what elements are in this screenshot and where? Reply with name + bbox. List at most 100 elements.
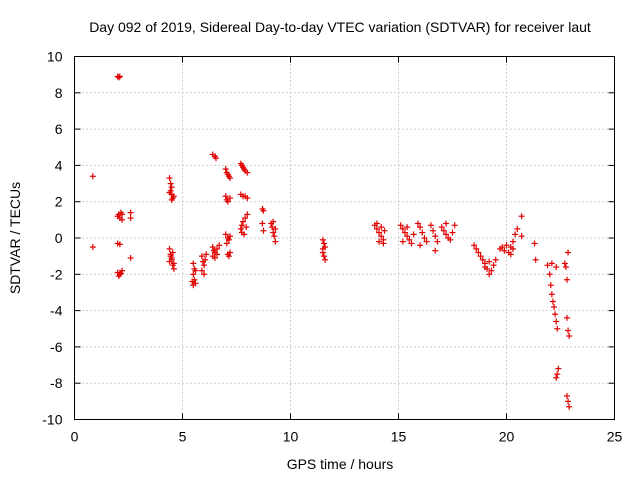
data-point: [227, 175, 234, 182]
data-point: [486, 271, 493, 278]
data-point: [401, 229, 408, 236]
y-axis-label: SDTVAR / TECUs: [7, 182, 23, 294]
x-tick-label: 10: [283, 429, 299, 445]
data-point: [244, 195, 251, 202]
data-point: [198, 267, 205, 274]
y-tick-label: 10: [47, 49, 63, 65]
data-point: [546, 271, 553, 278]
data-point: [320, 253, 327, 260]
data-point: [552, 311, 559, 318]
data-point: [563, 392, 570, 399]
data-point: [116, 271, 123, 278]
data-point: [116, 241, 123, 248]
data-point: [260, 207, 267, 214]
data-point: [170, 265, 177, 272]
data-point: [169, 249, 176, 256]
data-point: [430, 227, 437, 234]
data-point: [512, 231, 519, 238]
y-tick-label: -8: [50, 375, 63, 391]
data-point: [490, 262, 497, 269]
chart-title: Day 092 of 2019, Sidereal Day-to-day VTE…: [89, 19, 591, 35]
data-point: [492, 256, 499, 263]
data-point: [201, 262, 208, 269]
data-point: [202, 256, 209, 263]
data-point: [119, 267, 126, 274]
data-point: [421, 235, 428, 241]
data-point: [548, 260, 555, 267]
data-point: [443, 220, 450, 227]
data-point: [481, 264, 488, 271]
data-point: [406, 236, 413, 243]
data-point: [191, 276, 198, 283]
data-point: [509, 238, 516, 245]
x-tick-label: 15: [391, 429, 407, 445]
data-point: [419, 229, 426, 236]
data-point: [119, 211, 126, 218]
data-point: [242, 215, 249, 222]
data-point: [514, 225, 521, 232]
data-point: [115, 74, 122, 81]
data-point: [565, 327, 572, 334]
data-point: [89, 244, 96, 251]
data-point: [544, 262, 551, 269]
data-point: [198, 253, 205, 260]
data-point: [397, 222, 404, 229]
data-point: [555, 365, 562, 372]
data-point: [270, 218, 277, 225]
data-point: [166, 245, 173, 252]
data-point: [563, 314, 570, 321]
data-point: [319, 236, 326, 243]
data-point: [241, 231, 248, 238]
data-point: [551, 303, 558, 310]
data-point: [399, 225, 406, 232]
data-point: [378, 233, 385, 240]
data-point: [222, 193, 229, 200]
data-point: [214, 251, 221, 258]
data-point: [271, 233, 278, 240]
data-point: [499, 244, 506, 251]
data-point: [89, 173, 96, 180]
data-point: [549, 298, 556, 305]
data-point: [434, 238, 441, 245]
data-point: [408, 240, 415, 247]
y-tick-label: 6: [55, 121, 63, 137]
data-point: [477, 253, 484, 260]
data-point: [451, 222, 458, 229]
data-point: [170, 193, 177, 200]
data-series: [89, 73, 573, 410]
data-point: [222, 231, 229, 238]
y-tick-label: -4: [50, 303, 63, 319]
data-point: [225, 236, 232, 243]
data-point: [203, 251, 210, 258]
data-point: [563, 276, 570, 283]
data-point: [272, 225, 279, 232]
x-tick-label: 25: [607, 429, 623, 445]
data-point: [168, 196, 175, 203]
data-point: [239, 218, 246, 225]
data-point: [269, 224, 276, 231]
data-point: [272, 238, 279, 245]
data-point: [270, 229, 277, 236]
data-point: [117, 270, 124, 277]
data-point: [209, 244, 216, 251]
data-point: [127, 215, 134, 222]
data-point: [168, 184, 175, 191]
data-point: [167, 180, 174, 187]
data-point: [449, 229, 456, 236]
data-point: [376, 229, 383, 236]
y-tick-label: 4: [55, 157, 63, 173]
data-point: [201, 271, 208, 278]
data-point: [320, 240, 327, 247]
data-point: [119, 216, 126, 223]
data-point: [443, 231, 450, 238]
data-point: [116, 73, 123, 80]
data-point: [473, 245, 480, 252]
data-point: [322, 256, 329, 263]
data-point: [244, 169, 251, 176]
y-tick-label: 2: [55, 194, 63, 210]
data-point: [518, 213, 525, 220]
x-axis-label: GPS time / hours: [287, 456, 394, 472]
data-point: [475, 249, 482, 256]
data-point: [381, 227, 388, 234]
